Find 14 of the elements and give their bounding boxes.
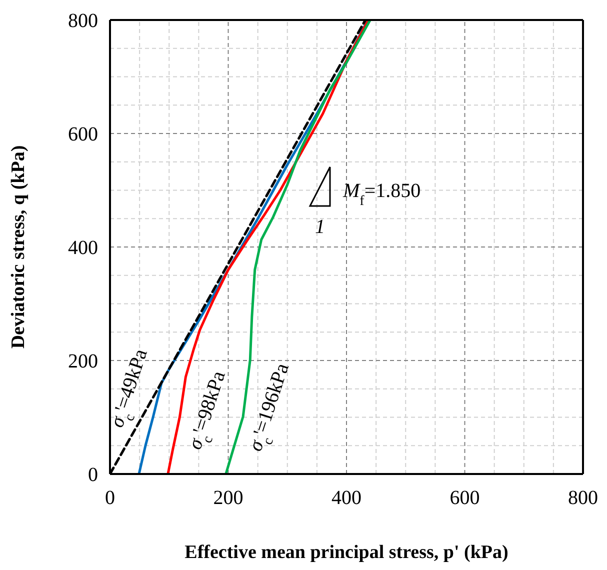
y-tick-label: 600 <box>68 124 98 146</box>
annotation: M$_{f}$=1.850 <box>342 180 421 208</box>
x-axis-title: Effective mean principal stress, p' (kPa) <box>184 542 508 563</box>
annotation: 1 <box>315 216 325 238</box>
x-tick-label: 400 <box>332 487 362 509</box>
y-tick-label: 200 <box>68 350 98 372</box>
y-tick-label: 800 <box>68 10 98 32</box>
y-tick-label: 400 <box>68 237 98 259</box>
x-tick-label: 600 <box>450 487 480 509</box>
x-tick-label: 800 <box>568 487 598 509</box>
y-axis-title: Deviatoric stress, q (kPa) <box>8 145 29 349</box>
x-tick-label: 200 <box>213 487 244 509</box>
y-tick-label: 0 <box>88 464 98 486</box>
x-tick-label: 0 <box>105 487 115 509</box>
